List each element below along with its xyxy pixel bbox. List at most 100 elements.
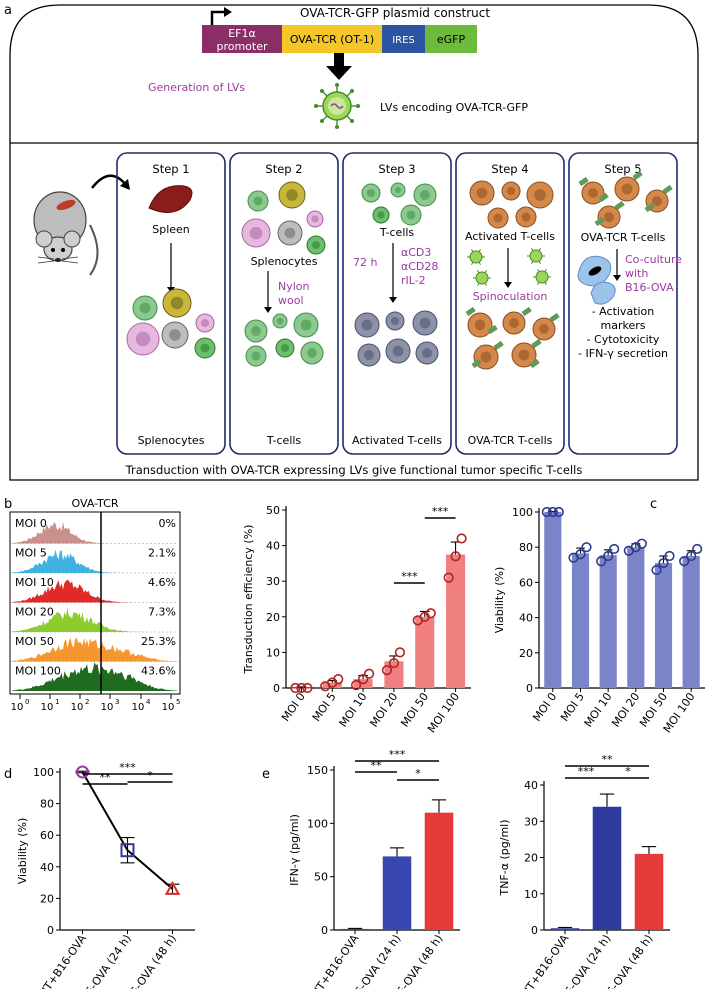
step-side-label-4: Spinoculation [473,290,548,303]
step-box-4 [455,152,565,455]
bar-2 [634,853,664,930]
flow-frame [9,511,181,695]
flow-histogram-3 [12,607,178,632]
flow-row-pct-1: 2.1% [148,547,176,560]
cell-pink-nucleus [311,215,319,223]
construct-label-0: EF1α [228,27,256,40]
promoter-arrow-icon [210,10,226,25]
spleen-icon [148,185,193,213]
flow-row-pct-5: 43.6% [141,665,176,678]
significance-label-0: * [415,767,421,780]
step-side-label-5b: with [625,267,648,280]
tcell-nucleus [300,319,312,331]
panel-label-d: d [4,767,12,782]
construct-segment-3 [425,25,477,53]
step-title-3: Step 3 [378,162,415,176]
data-point [609,543,620,555]
activated-tcell-nucleus [493,213,503,223]
data-point [363,668,375,679]
construct-label-3: eGFP [437,33,466,46]
y-axis-label: IFN-γ (pg/ml) [288,814,301,886]
step-time-label-3: 72 h [353,256,377,269]
tcr-receptor-icon [493,340,504,351]
ova-tcell-nucleus [588,188,598,198]
activated-tcell-nucleus [390,316,400,326]
cell-gray-nucleus [169,329,181,341]
step-box-5 [568,152,678,455]
tcr-receptor-icon [598,192,609,203]
lentivirus-small-icon [475,271,489,285]
step-box-2 [229,152,339,455]
flow-tick-label-2: 10 [71,702,84,713]
cell-pink-large-nucleus [249,226,263,240]
flow-tick-exp-3: 3 [115,698,119,706]
flow-tick-label-3: 10 [101,702,114,713]
lentivirus-small-icon-spike [484,282,487,287]
down-arrow-shaft-icon [334,53,344,67]
flow-histogram-0 [12,521,178,544]
data-point [394,647,406,658]
tcell-nucleus [307,348,317,358]
y-tick-label: 10 [524,888,538,901]
cell-pink-large-nucleus [135,331,151,347]
cell-gray-nucleus [284,227,296,239]
tcell-nucleus [406,210,416,220]
tcr-receptor-icon [529,358,540,369]
ova-tcell-nucleus [539,324,549,334]
lentivirus-small-icon [529,249,543,263]
tcr-receptor-icon [632,170,643,181]
data-point [664,550,675,562]
panel-label-a: a [4,3,12,18]
step-bullet-1: - Activation [592,305,655,318]
x-tick-label-1: MOI 5 [310,690,339,724]
step-title-5: Step 5 [604,162,641,176]
flow-row-label-1: MOI 5 [15,547,47,560]
y-tick-label: 80 [519,541,533,554]
data-point [541,506,552,518]
lentivirus-small-icon-spike [477,282,480,287]
step-bullet-2: markers [601,319,646,332]
y-tick-label: 10 [266,646,280,659]
y-tick-label: 20 [519,647,533,660]
x-tick-label-0: UT+B16-OVA [37,932,90,989]
construct-segment-1 [282,25,382,53]
bar-0 [340,928,370,930]
significance-label-2: * [147,769,153,782]
significance-label-2: * [625,765,631,778]
flow-title: OVA-TCR [72,497,119,510]
construct-segment-2 [382,25,425,53]
step-bottom-label-3: Activated T-cells [352,434,442,447]
significance-label-0: *** [401,570,418,583]
tcell-nucleus [276,317,284,325]
y-tick-label: 40 [524,779,538,792]
lentivirus-small-icon-spike [537,268,540,273]
activated-tcell-nucleus [506,186,516,196]
x-tick-label-0: MOI 0 [530,690,559,724]
flow-histograms: MOI 0 0% MOI 5 2.1% MOI 10 4.6% MOI 20 7.3% MOI … [10,512,180,713]
data-point [381,665,393,676]
lentivirus-small-icon-spike [478,261,481,266]
curved-arrow-head-icon [120,179,130,190]
data-point [581,542,592,553]
significance-label-1: *** [432,505,449,518]
ova-tcell-nucleus [652,196,662,206]
ova-tcell-nucleus [621,183,633,195]
panel-label-b: b [4,497,12,512]
cell-green-small-nucleus [311,240,321,250]
flow-tick-exp-0: 0 [25,698,29,706]
tcr-receptor-icon [531,338,542,349]
series-line [81,771,174,890]
y-tick-label: 100 [512,506,533,519]
step-title-2: Step 2 [265,162,302,176]
step-title-1: Step 1 [152,162,189,176]
activated-tcell-nucleus [392,345,404,357]
activated-tcell-nucleus [534,189,546,201]
lentivirus-small-icon-spike [478,248,481,253]
flow-row-pct-3: 7.3% [148,606,176,619]
activated-tcell-nucleus [476,187,488,199]
data-point [456,533,467,544]
lv-label: LVs encoding OVA-TCR-GFP [380,101,528,114]
